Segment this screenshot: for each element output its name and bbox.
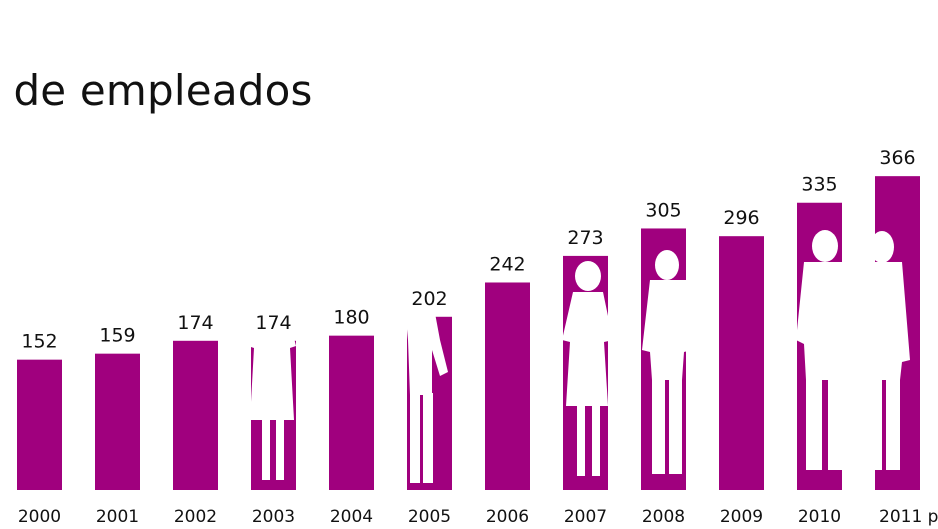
bars-group: [17, 176, 920, 491]
value-label: 180: [333, 307, 369, 329]
category-label: 2008: [642, 507, 685, 527]
category-label: 2004: [330, 507, 373, 527]
bar-2002: [173, 340, 218, 490]
value-label: 159: [99, 325, 135, 347]
category-label: 2002: [174, 507, 217, 527]
chart-title: o de empleados: [0, 66, 313, 115]
category-label: 2000: [18, 507, 61, 527]
silhouettes-group: [248, 230, 910, 483]
value-label: 174: [177, 312, 213, 334]
bar-2000: [17, 359, 62, 490]
category-label: 2011 p: [879, 507, 938, 527]
value-label: 366: [879, 147, 915, 169]
category-label: 2007: [564, 507, 607, 527]
bar-2004: [329, 335, 374, 490]
year-labels-group: 2000 2001 2002 2003 2004 2005 2006 2007 2008 2009…: [18, 507, 938, 527]
man-silhouette-icon: [642, 250, 692, 474]
man-silhouette-icon: [796, 230, 856, 470]
man-silhouette-icon: [858, 231, 910, 470]
category-label: 2003: [252, 507, 295, 527]
woman-silhouette-icon: [562, 261, 613, 476]
value-label: 174: [255, 312, 291, 334]
value-label: 242: [489, 253, 525, 275]
woman-silhouette-icon: [248, 285, 296, 480]
bar-2009: [719, 236, 764, 490]
category-label: 2005: [408, 507, 451, 527]
bar-2001: [95, 353, 140, 490]
bar-2006: [485, 282, 530, 490]
value-label: 202: [411, 288, 447, 310]
category-label: 2009: [720, 507, 763, 527]
value-label: 335: [801, 174, 837, 196]
category-label: 2001: [96, 507, 139, 527]
man-pointing-silhouette-icon: [352, 270, 448, 483]
value-label: 305: [645, 199, 681, 221]
category-label: 2010: [798, 507, 841, 527]
value-label: 273: [567, 227, 603, 249]
value-label: 152: [21, 331, 57, 353]
value-labels-group: 152 159 174 174 180 202 242 273 305 296 335 366: [21, 147, 915, 353]
category-label: 2006: [486, 507, 529, 527]
value-label: 296: [723, 207, 759, 229]
